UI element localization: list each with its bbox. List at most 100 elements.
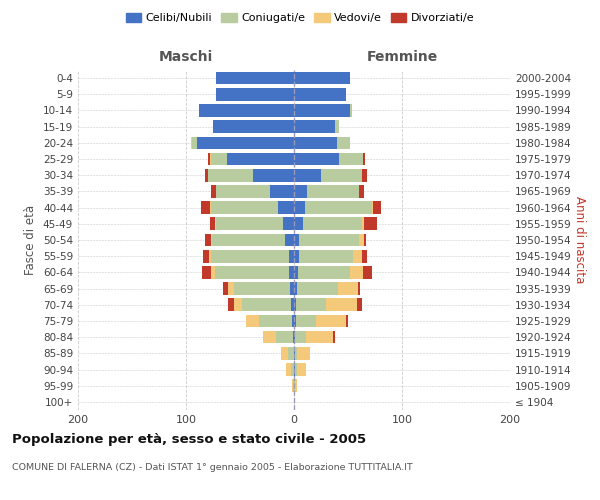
Bar (294, 72, 350, 85)
Text: Popolazione per età, sesso e stato civile - 2005: Popolazione per età, sesso e stato civil… (12, 432, 366, 446)
Bar (363, 152, 365, 166)
Bar (297, 347, 310, 360)
Bar (335, 120, 340, 133)
Bar (223, 282, 228, 295)
Legend: Celibi/Nubili, Coniugati/e, Vedovi/e, Divorziati/e: Celibi/Nubili, Coniugati/e, Vedovi/e, Di… (121, 8, 479, 28)
Bar (259, 314, 292, 328)
Bar (202, 266, 211, 278)
Bar (287, 347, 294, 360)
Bar (294, 266, 298, 278)
Bar (211, 250, 289, 262)
Bar (263, 331, 275, 344)
Bar (203, 250, 209, 262)
Bar (346, 314, 348, 328)
Bar (290, 282, 294, 295)
Bar (321, 169, 362, 181)
Bar (193, 136, 197, 149)
Bar (211, 202, 278, 214)
Bar (210, 152, 211, 166)
Bar (362, 250, 367, 262)
Text: COMUNE DI FALERNA (CZ) - Dati ISTAT 1° gennaio 2005 - Elaborazione TUTTITALIA.IT: COMUNE DI FALERNA (CZ) - Dati ISTAT 1° g… (12, 462, 413, 471)
Bar (372, 202, 373, 214)
Bar (216, 72, 294, 85)
Bar (191, 136, 193, 149)
Bar (283, 218, 294, 230)
Bar (293, 380, 294, 392)
Bar (205, 169, 208, 181)
Bar (247, 314, 259, 328)
Bar (364, 234, 367, 246)
Bar (233, 298, 242, 311)
Bar (211, 266, 215, 278)
Bar (294, 282, 297, 295)
Bar (208, 152, 210, 166)
Bar (291, 298, 294, 311)
Bar (278, 202, 294, 214)
Bar (242, 298, 291, 311)
Bar (197, 136, 294, 149)
Bar (281, 347, 287, 360)
Bar (295, 347, 297, 360)
Bar (199, 104, 294, 117)
Bar (211, 234, 212, 246)
Bar (212, 234, 286, 246)
Bar (294, 298, 296, 311)
Bar (205, 234, 211, 246)
Bar (215, 218, 216, 230)
Bar (316, 314, 346, 328)
Bar (295, 363, 297, 376)
Bar (228, 298, 233, 311)
Bar (292, 314, 294, 328)
Bar (297, 282, 338, 295)
Bar (228, 282, 233, 295)
Bar (298, 266, 350, 278)
Bar (299, 234, 359, 246)
Bar (294, 88, 346, 101)
Bar (356, 298, 362, 311)
Bar (213, 120, 294, 133)
Bar (292, 380, 293, 392)
Bar (295, 380, 297, 392)
Bar (227, 152, 294, 166)
Bar (294, 234, 299, 246)
Bar (364, 218, 377, 230)
Bar (210, 218, 215, 230)
Bar (294, 136, 337, 149)
Bar (326, 298, 356, 311)
Bar (210, 202, 211, 214)
Bar (359, 234, 364, 246)
Bar (296, 314, 316, 328)
Bar (362, 169, 367, 181)
Bar (359, 185, 364, 198)
Bar (358, 282, 360, 295)
Bar (350, 104, 352, 117)
Text: Femmine: Femmine (367, 50, 437, 64)
Bar (294, 169, 321, 181)
Bar (333, 331, 335, 344)
Bar (216, 218, 283, 230)
Bar (294, 202, 305, 214)
Bar (362, 218, 364, 230)
Bar (289, 266, 294, 278)
Bar (299, 250, 353, 262)
Bar (275, 331, 293, 344)
Bar (294, 185, 307, 198)
Bar (296, 298, 326, 311)
Bar (253, 169, 294, 181)
Bar (307, 185, 359, 198)
Bar (305, 202, 372, 214)
Bar (297, 363, 306, 376)
Bar (216, 88, 294, 101)
Bar (270, 185, 294, 198)
Bar (294, 152, 340, 166)
Bar (353, 250, 362, 262)
Bar (293, 331, 294, 344)
Bar (291, 363, 294, 376)
Bar (209, 250, 211, 262)
Bar (294, 250, 299, 262)
Bar (295, 331, 306, 344)
Bar (286, 234, 294, 246)
Bar (286, 363, 291, 376)
Bar (350, 266, 363, 278)
Bar (294, 380, 295, 392)
